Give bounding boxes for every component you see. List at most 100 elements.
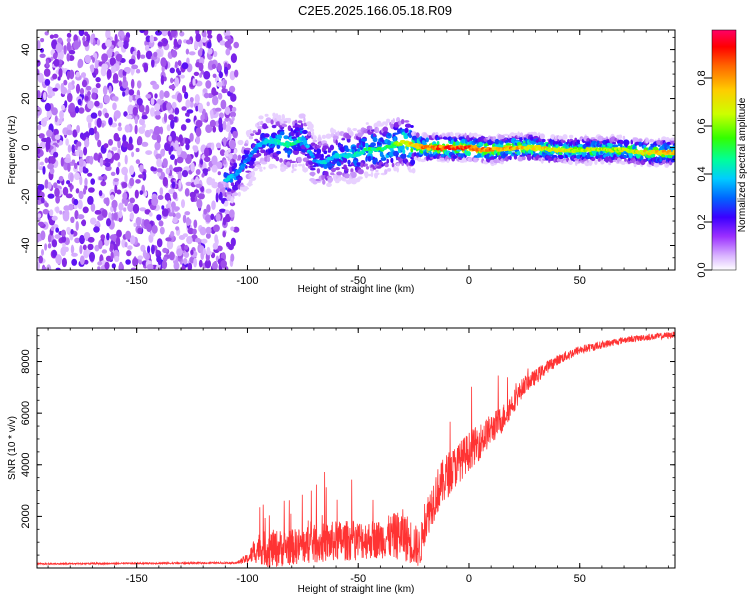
- heatmap-cell: [124, 154, 128, 165]
- heatmap-cell: [51, 39, 58, 50]
- heatmap-cell: [341, 161, 344, 165]
- heatmap-cell: [138, 126, 146, 134]
- heatmap-cell: [283, 120, 288, 124]
- heatmap-cell: [87, 236, 95, 243]
- heatmap-cell: [292, 168, 297, 172]
- heatmap-cell: [53, 52, 58, 60]
- heatmap-cell: [96, 39, 101, 46]
- heatmap-cell: [257, 126, 264, 130]
- heatmap-cell: [96, 220, 100, 227]
- heatmap-cell: [155, 249, 160, 255]
- heatmap-cell: [207, 34, 213, 39]
- heatmap-cell: [291, 132, 295, 136]
- heatmap-cell: [327, 177, 333, 183]
- heatmap-cell: [149, 34, 154, 44]
- heatmap-cell: [73, 40, 80, 50]
- heatmap-cell: [653, 162, 660, 168]
- heatmap-cell: [562, 134, 568, 140]
- heatmap-cell: [176, 156, 184, 164]
- heatmap-cell: [79, 234, 85, 245]
- heatmap-cell: [117, 162, 121, 167]
- heatmap-cell: [67, 162, 71, 172]
- heatmap-cell: [187, 262, 193, 270]
- snr-x-tick-label: -150: [126, 573, 148, 585]
- heatmap-cell: [224, 151, 229, 157]
- heatmap-cell: [54, 115, 58, 123]
- heatmap-cell: [134, 116, 138, 125]
- heatmap-cell: [336, 171, 343, 176]
- heatmap-cell: [49, 156, 56, 165]
- heatmap-cell: [387, 168, 392, 172]
- heatmap-cell: [541, 138, 546, 143]
- heatmap-cell: [168, 212, 174, 217]
- heatmap-cell: [194, 94, 200, 104]
- heatmap-cell: [123, 207, 127, 212]
- heatmap-cell: [373, 133, 376, 137]
- heatmap-cell: [480, 135, 485, 142]
- heatmap-cell: [77, 146, 81, 153]
- heatmap-cell: [539, 133, 545, 140]
- heatmap-cell: [140, 54, 146, 59]
- heatmap-cell: [110, 194, 115, 200]
- heatmap-cell: [182, 258, 188, 265]
- heatmap-cell: [133, 222, 137, 227]
- heatmap-cell: [215, 213, 221, 222]
- heatmap-cell: [97, 214, 104, 221]
- heatmap-cell: [60, 157, 64, 167]
- heatmap-cell: [170, 145, 174, 152]
- heatmap-cell: [87, 100, 94, 110]
- heatmap-cell: [37, 90, 41, 99]
- heatmap-cell: [224, 200, 228, 206]
- heatmap-cell: [375, 169, 379, 173]
- heatmap-cell: [80, 72, 87, 78]
- heatmap-cell: [387, 133, 391, 137]
- heatmap-cell: [87, 172, 93, 177]
- heatmap-cell: [373, 157, 378, 164]
- spectrogram-x-tick-label: -150: [126, 275, 148, 287]
- heatmap-cell: [505, 143, 512, 146]
- heatmap-cell: [171, 181, 176, 189]
- heatmap-cell: [446, 159, 450, 163]
- heatmap-cell: [258, 121, 261, 126]
- heatmap-cell: [111, 146, 118, 151]
- heatmap-cell: [74, 172, 80, 181]
- spectrogram-y-tick-label: -40: [20, 238, 32, 254]
- heatmap-cell: [147, 245, 151, 254]
- heatmap-cell: [195, 127, 202, 137]
- heatmap-cell: [135, 216, 142, 227]
- heatmap-cell: [216, 245, 223, 252]
- heatmap-cell: [574, 137, 578, 142]
- heatmap-cell: [82, 166, 86, 172]
- heatmap-cell: [134, 189, 139, 199]
- heatmap-cell: [139, 118, 145, 126]
- heatmap-cell: [55, 227, 60, 233]
- heatmap-cell: [82, 244, 87, 251]
- heatmap-cell: [156, 158, 163, 168]
- heatmap-cell: [162, 176, 168, 187]
- heatmap-cell: [37, 147, 41, 155]
- heatmap-cell: [144, 209, 151, 215]
- heatmap-cell: [612, 144, 619, 148]
- heatmap-cell: [283, 135, 289, 140]
- heatmap-cell: [100, 180, 107, 187]
- heatmap-cell: [477, 134, 482, 137]
- heatmap-cell: [169, 67, 175, 74]
- heatmap-cell: [151, 224, 158, 234]
- heatmap-cell: [302, 139, 308, 143]
- heatmap-cell: [670, 137, 675, 141]
- heatmap-cell: [182, 233, 188, 238]
- heatmap-cell: [350, 131, 354, 137]
- heatmap-cell: [38, 133, 45, 139]
- heatmap-cell: [193, 178, 199, 186]
- heatmap-cell: [55, 206, 60, 214]
- heatmap-cell: [195, 119, 203, 128]
- heatmap-cell: [228, 153, 233, 159]
- heatmap-cell: [467, 151, 471, 157]
- heatmap-cell: [102, 85, 108, 96]
- heatmap-cell: [180, 124, 187, 131]
- heatmap-cell: [145, 44, 150, 52]
- heatmap-cell: [64, 157, 71, 163]
- heatmap-cell: [205, 80, 212, 89]
- heatmap-cell: [136, 49, 141, 60]
- heatmap-cell: [84, 31, 89, 37]
